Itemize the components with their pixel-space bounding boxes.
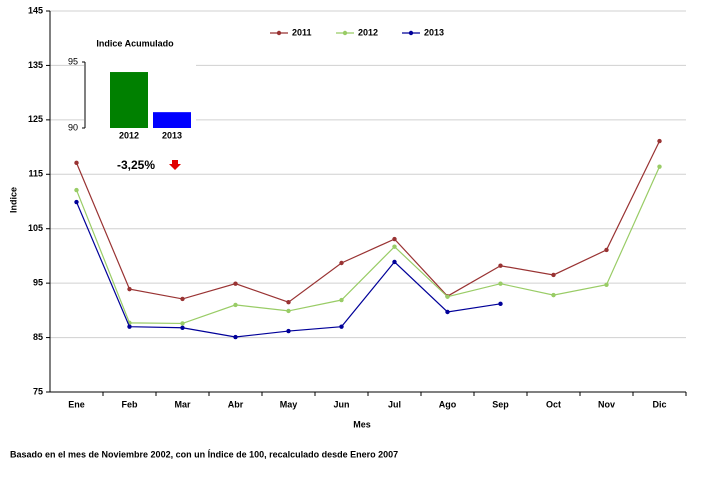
x-tick-label: 2013 (162, 130, 182, 140)
x-tick-label: Mar (174, 399, 191, 409)
x-tick-label: May (280, 399, 298, 409)
series-line (75, 166, 661, 325)
series-line (75, 201, 501, 338)
data-point (392, 236, 397, 242)
data-point (445, 294, 450, 299)
data-point (551, 272, 556, 278)
y-tick-label: 85 (33, 332, 43, 342)
y-tick-label: 145 (28, 5, 43, 15)
x-tick-label: Jul (388, 399, 401, 409)
y-axis-title: Indice (8, 187, 18, 213)
legend-marker (342, 30, 348, 36)
y-tick-label: 75 (33, 386, 43, 396)
series-line (75, 140, 661, 303)
legend-label: 2013 (424, 27, 444, 37)
x-tick-label: Nov (598, 399, 615, 409)
data-point (180, 296, 185, 302)
y-tick-label: 135 (28, 60, 43, 70)
x-tick-label: Oct (546, 399, 561, 409)
x-tick-label: Ago (439, 399, 457, 409)
inset-annotation: -3,25% (117, 158, 155, 172)
data-point (286, 299, 291, 305)
data-point (604, 247, 609, 253)
data-point (233, 281, 238, 286)
down-arrow (169, 160, 181, 170)
data-point (233, 334, 238, 340)
footnote: Basado en el mes de Noviembre 2002, con … (10, 449, 398, 459)
data-point (286, 308, 291, 314)
data-point (551, 292, 556, 298)
data-point (604, 282, 609, 287)
y-tick-label: 125 (28, 114, 43, 124)
legend-marker (276, 30, 282, 36)
data-point (498, 281, 503, 286)
data-point (74, 160, 79, 166)
data-point (339, 260, 344, 266)
data-point (233, 302, 238, 308)
data-point (74, 187, 79, 193)
data-point (445, 309, 450, 315)
bar (110, 72, 148, 128)
data-point (339, 324, 344, 329)
x-tick-label: Sep (492, 399, 509, 409)
x-tick-label: Feb (121, 399, 138, 409)
data-point (286, 328, 291, 334)
y-tick-label: 105 (28, 223, 43, 233)
data-point (74, 199, 79, 205)
x-tick-label: Jun (333, 399, 349, 409)
data-point (127, 286, 132, 292)
x-tick-label: Dic (652, 399, 666, 409)
bar (153, 112, 191, 128)
legend-label: 2011 (292, 27, 312, 37)
data-point (127, 324, 132, 329)
y-tick-label: 95 (33, 278, 43, 288)
data-point (180, 325, 185, 330)
data-point (392, 259, 397, 265)
data-point (657, 164, 662, 169)
y-tick-label: 115 (28, 169, 43, 179)
y-tick-label: 90 (68, 122, 78, 132)
data-point (498, 263, 503, 268)
x-tick-label: Abr (228, 399, 244, 409)
legend-label: 2012 (358, 27, 378, 37)
x-axis-title: Mes (353, 419, 371, 429)
data-point (339, 297, 344, 303)
data-point (657, 138, 662, 144)
x-tick-label: Ene (68, 399, 85, 409)
x-tick-label: 2012 (119, 130, 139, 140)
inset-title: Indice Acumulado (96, 38, 174, 48)
data-point (498, 301, 503, 307)
data-point (392, 244, 397, 249)
legend-marker (408, 30, 414, 36)
y-tick-label: 95 (68, 56, 78, 66)
data-point (180, 321, 185, 326)
